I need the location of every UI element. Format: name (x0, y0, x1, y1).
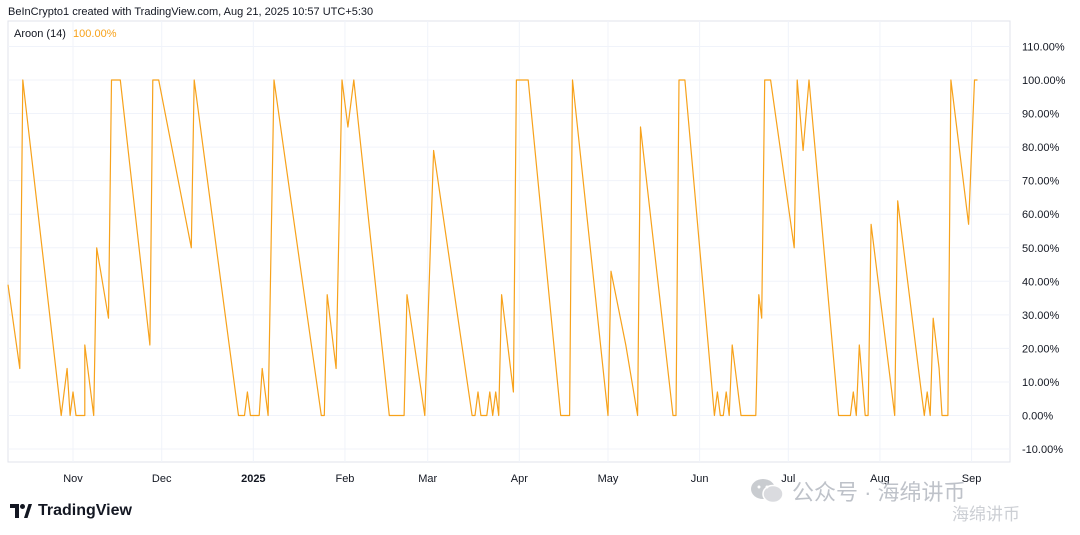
x-tick-label: Sep (962, 473, 982, 485)
tradingview-logo-icon (10, 504, 32, 518)
aroon-series-line (7, 79, 978, 417)
x-tick-label: 2025 (241, 473, 265, 485)
watermark-subtext: 海绵讲币 (952, 505, 1020, 524)
y-tick-label: 70.00% (1022, 176, 1060, 188)
y-tick-label: 100.00% (1022, 75, 1066, 87)
y-tick-label: 30.00% (1022, 310, 1060, 322)
y-tick-label: 40.00% (1022, 276, 1060, 288)
y-tick-label: 0.00% (1022, 411, 1053, 423)
watermark-text: 公众号 · 海绵讲币 (792, 480, 966, 505)
x-tick-label: Jun (691, 473, 709, 485)
x-tick-label: Apr (511, 473, 528, 485)
plot-frame (7, 20, 1011, 463)
y-tick-label: 20.00% (1022, 343, 1060, 355)
wechat-icon (751, 479, 784, 504)
tradingview-logo-text: TradingView (38, 502, 132, 519)
x-tick-label: Mar (418, 473, 437, 485)
x-tick-label: Aug (870, 473, 890, 485)
y-tick-label: 50.00% (1022, 243, 1060, 255)
x-tick-label: Feb (335, 473, 354, 485)
chart-credit: BeInCrypto1 created with TradingView.com… (8, 6, 374, 18)
indicator-value: 100.00% (73, 28, 117, 40)
x-tick-label: Dec (152, 473, 172, 485)
tradingview-logo[interactable]: TradingView (10, 502, 132, 520)
x-tick-label: Jul (781, 473, 795, 485)
y-tick-label: 110.00% (1022, 41, 1065, 53)
x-tick-label: May (598, 473, 619, 485)
y-tick-label: 10.00% (1022, 377, 1060, 389)
y-tick-label: 90.00% (1022, 109, 1060, 121)
indicator-legend[interactable]: Aroon (14) 100.00% (14, 28, 116, 40)
y-tick-label: -10.00% (1022, 444, 1063, 456)
x-tick-label: Nov (63, 473, 83, 485)
indicator-name: Aroon (14) (14, 28, 66, 40)
wechat-watermark: 公众号 · 海绵讲币 (750, 475, 966, 507)
y-tick-label: 60.00% (1022, 209, 1060, 221)
y-tick-label: 80.00% (1022, 142, 1060, 154)
